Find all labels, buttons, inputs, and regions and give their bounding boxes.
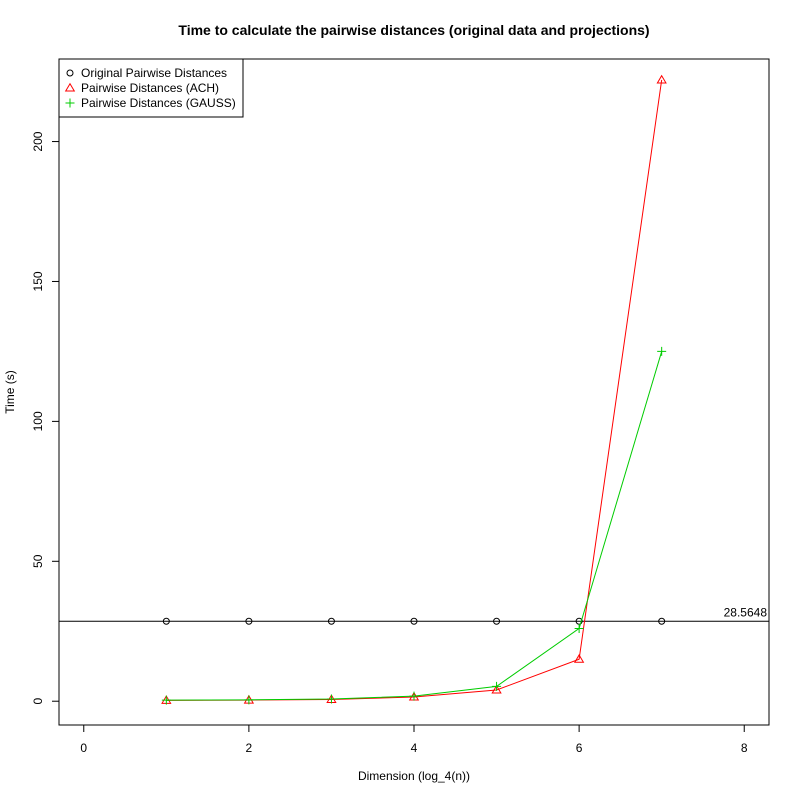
x-tick-label: 0 bbox=[80, 741, 87, 755]
y-tick-label: 50 bbox=[31, 554, 45, 568]
legend-label: Pairwise Distances (ACH) bbox=[81, 81, 219, 95]
legend-item: Original Pairwise Distances bbox=[66, 66, 227, 80]
data-point bbox=[573, 653, 585, 663]
data-point bbox=[493, 617, 501, 625]
x-axis: 0 2 4 6 8 bbox=[80, 724, 748, 755]
legend-box bbox=[58, 58, 244, 118]
legend-item: Pairwise Distances (ACH) bbox=[64, 81, 219, 95]
legend-marker bbox=[66, 69, 74, 77]
y-axis-label: Time (s) bbox=[3, 370, 17, 414]
x-tick-label: 2 bbox=[246, 741, 253, 755]
data-point bbox=[409, 691, 419, 701]
y-tick-label: 100 bbox=[31, 411, 45, 431]
legend-label: Original Pairwise Distances bbox=[81, 66, 227, 80]
series-line bbox=[166, 79, 663, 701]
series-pairwise-distances-gauss bbox=[161, 346, 667, 705]
reference-line-label: 28.5648 bbox=[724, 605, 768, 619]
data-point bbox=[492, 681, 502, 691]
data-point bbox=[658, 617, 666, 625]
series-original-pairwise-distances bbox=[162, 617, 666, 625]
x-tick-label: 4 bbox=[411, 741, 418, 755]
legend-item: Pairwise Distances (GAUSS) bbox=[65, 96, 236, 110]
y-tick-label: 150 bbox=[31, 271, 45, 291]
y-axis: 0 50 100 150 200 bbox=[31, 131, 60, 705]
data-point bbox=[161, 695, 171, 705]
x-axis-label: Dimension (log_4(n)) bbox=[358, 769, 470, 783]
data-point bbox=[244, 695, 254, 705]
x-tick-label: 8 bbox=[741, 741, 748, 755]
reference-line: 28.5648 bbox=[59, 605, 769, 622]
data-point bbox=[327, 617, 335, 625]
y-tick-label: 200 bbox=[31, 131, 45, 151]
data-point bbox=[162, 617, 170, 625]
data-point bbox=[657, 346, 667, 356]
series-line bbox=[166, 351, 663, 701]
data-point bbox=[491, 684, 502, 694]
chart-title: Time to calculate the pairwise distances… bbox=[178, 22, 649, 38]
series-layer bbox=[161, 74, 667, 705]
x-tick-label: 6 bbox=[576, 741, 583, 755]
series-pairwise-distances-ach bbox=[161, 74, 667, 704]
data-point bbox=[245, 617, 253, 625]
plot-area bbox=[58, 58, 770, 726]
data-point bbox=[410, 617, 418, 625]
legend-marker bbox=[65, 98, 75, 108]
legend-label: Pairwise Distances (GAUSS) bbox=[81, 96, 236, 110]
data-point bbox=[656, 74, 667, 84]
data-point bbox=[574, 623, 584, 633]
y-tick-label: 0 bbox=[31, 698, 45, 705]
legend-marker bbox=[64, 82, 76, 92]
data-point bbox=[326, 694, 336, 704]
